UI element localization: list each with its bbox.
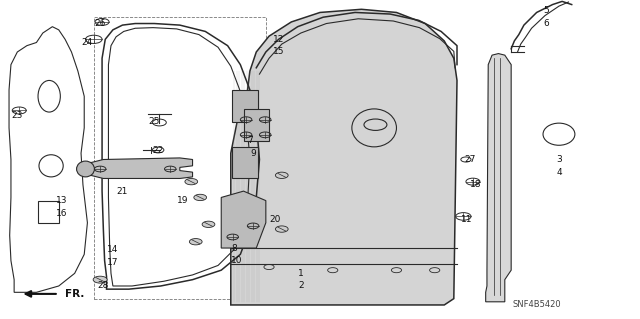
Text: 13: 13 — [56, 196, 68, 205]
Text: 12: 12 — [273, 35, 284, 44]
Circle shape — [189, 239, 202, 245]
Text: 6: 6 — [543, 19, 549, 28]
Text: 4: 4 — [556, 168, 562, 177]
Polygon shape — [244, 109, 269, 141]
Circle shape — [93, 276, 107, 283]
Text: 26: 26 — [95, 19, 106, 28]
Circle shape — [194, 194, 207, 201]
Text: 8: 8 — [231, 243, 237, 253]
Text: 10: 10 — [232, 256, 243, 265]
Text: 28: 28 — [98, 281, 109, 291]
FancyBboxPatch shape — [232, 90, 257, 122]
Text: 19: 19 — [177, 196, 189, 205]
Polygon shape — [221, 191, 266, 248]
Text: 24: 24 — [82, 38, 93, 47]
Ellipse shape — [77, 161, 95, 177]
Text: 21: 21 — [116, 187, 128, 196]
Text: 15: 15 — [273, 48, 284, 56]
Text: 7: 7 — [247, 136, 253, 145]
Text: SNF4B5420: SNF4B5420 — [513, 300, 561, 309]
Text: 9: 9 — [250, 149, 256, 158]
Circle shape — [202, 221, 215, 227]
Text: 3: 3 — [556, 155, 562, 164]
Text: 17: 17 — [107, 258, 118, 267]
Text: 11: 11 — [461, 215, 472, 224]
Text: 22: 22 — [152, 145, 163, 154]
Circle shape — [275, 172, 288, 178]
FancyArrowPatch shape — [26, 291, 56, 297]
Circle shape — [275, 226, 288, 232]
Polygon shape — [486, 54, 511, 302]
Text: FR.: FR. — [65, 289, 84, 299]
Text: 14: 14 — [108, 245, 118, 254]
Text: 20: 20 — [269, 215, 281, 224]
Text: 25: 25 — [148, 117, 160, 126]
Text: 1: 1 — [298, 269, 304, 278]
Text: 16: 16 — [56, 209, 68, 218]
FancyBboxPatch shape — [232, 147, 257, 178]
Text: 27: 27 — [464, 155, 476, 164]
Text: 18: 18 — [470, 180, 482, 189]
Polygon shape — [231, 9, 457, 305]
Text: 23: 23 — [12, 111, 23, 120]
Circle shape — [185, 178, 198, 185]
Polygon shape — [78, 158, 193, 178]
Text: 2: 2 — [298, 281, 304, 291]
Text: 5: 5 — [543, 6, 549, 15]
